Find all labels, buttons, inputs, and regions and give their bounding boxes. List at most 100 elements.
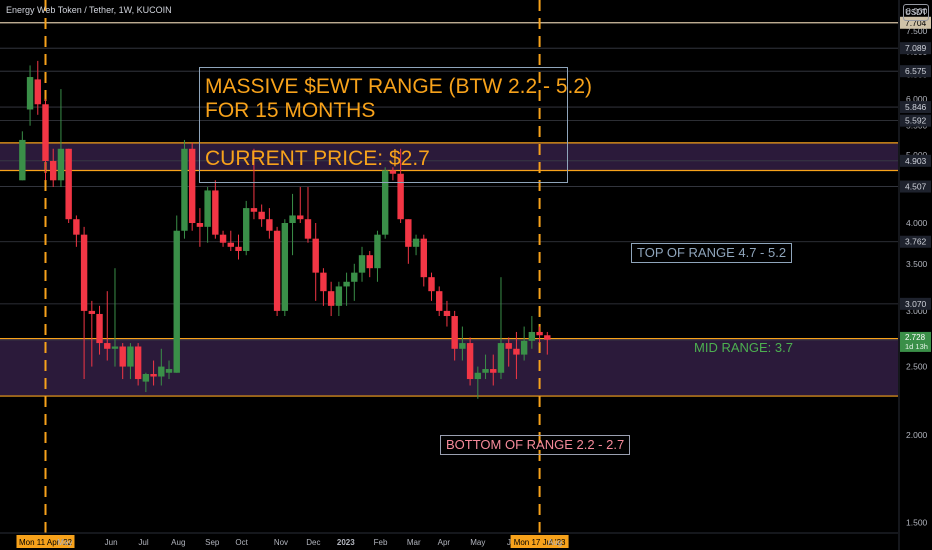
- candle-body: [374, 234, 381, 269]
- candle: [327, 281, 335, 317]
- price-level-label: 7.089: [905, 43, 927, 53]
- candle: [26, 65, 34, 126]
- candle-body: [258, 211, 265, 220]
- candle: [374, 230, 381, 282]
- candle-body: [412, 238, 420, 247]
- price-level-tag: [900, 114, 931, 127]
- candle-body: [312, 238, 319, 273]
- candle: [381, 167, 389, 239]
- price-tick-label: 3.500: [906, 259, 928, 269]
- candle-body: [351, 272, 358, 282]
- candle-body: [181, 148, 188, 231]
- candle: [104, 291, 111, 361]
- candle: [273, 226, 281, 317]
- candle-body: [451, 316, 458, 349]
- time-axis-label: Mon 11 Apr '22: [19, 538, 73, 547]
- candle-body: [320, 272, 327, 292]
- candle: [420, 234, 427, 287]
- price-axis[interactable]: 1.5002.0002.5003.0003.5004.0004.5005.000…: [898, 0, 932, 550]
- time-axis-label: Aug: [171, 538, 185, 547]
- current-price-tag: [900, 331, 931, 352]
- candle: [351, 263, 358, 301]
- candle: [405, 219, 412, 264]
- price-level-tag: [900, 297, 931, 310]
- candle: [134, 343, 142, 386]
- time-axis-label: Mar: [407, 538, 421, 547]
- price-level-label: 7.704: [905, 18, 927, 28]
- candle-body: [281, 223, 289, 311]
- time-axis-label: Sep: [205, 538, 220, 547]
- symbol-title[interactable]: Energy Web Token / Tether, 1W, KUCOIN: [6, 5, 172, 15]
- candle: [34, 60, 41, 115]
- candle: [150, 360, 157, 386]
- candle-body: [150, 374, 157, 377]
- candle: [42, 99, 49, 181]
- time-axis-label: Oct: [235, 538, 248, 547]
- top-range-note: TOP OF RANGE 4.7 - 5.2: [631, 243, 793, 263]
- range-band: [0, 338, 898, 397]
- candle: [73, 215, 80, 247]
- candle: [196, 208, 204, 247]
- candle-body: [96, 313, 103, 344]
- bottom-range-note: BOTTOM OF RANGE 2.2 - 2.7: [440, 435, 631, 455]
- candle-body: [289, 215, 296, 224]
- candle: [443, 300, 451, 327]
- candle-body: [235, 246, 242, 251]
- candle: [466, 337, 474, 386]
- candle-body: [196, 223, 204, 227]
- candle-body: [544, 335, 551, 340]
- candle-body: [474, 372, 482, 380]
- candle: [289, 193, 296, 256]
- candle-body: [243, 208, 250, 251]
- price-tick-label: 4.000: [906, 218, 928, 228]
- candle-body: [19, 139, 26, 181]
- time-axis-highlight: [16, 535, 75, 548]
- candle-body: [250, 208, 258, 212]
- range-band: [0, 142, 898, 171]
- candle-body: [358, 255, 366, 273]
- candle-body: [420, 238, 427, 278]
- candle: [119, 343, 126, 380]
- candle: [142, 372, 150, 393]
- main-note-line: MASSIVE $EWT RANGE (BTW 2.2 - 5.2): [205, 75, 593, 98]
- candle: [366, 250, 373, 278]
- candle: [482, 354, 489, 380]
- currency-button[interactable]: USDT: [903, 4, 929, 21]
- candle-body: [389, 170, 397, 174]
- candle-body: [80, 234, 88, 311]
- candle: [127, 343, 134, 380]
- candle: [343, 272, 350, 306]
- candle-body: [134, 346, 142, 380]
- candle: [266, 208, 273, 239]
- candle: [111, 268, 119, 367]
- mid-range-note: MID RANGE: 3.7: [694, 340, 793, 355]
- main-range-note: MASSIVE $EWT RANGE (BTW 2.2 - 5.2) FOR 1…: [199, 67, 593, 183]
- candle-body: [42, 104, 49, 162]
- candle: [204, 187, 211, 243]
- price-level-label: 5.846: [905, 102, 927, 112]
- candle-body: [466, 343, 474, 380]
- candle-body: [366, 255, 373, 269]
- grid-lines: [0, 22, 898, 341]
- time-axis-label: Apr: [438, 538, 451, 547]
- price-level-tag: [900, 154, 931, 167]
- candle: [188, 142, 196, 231]
- candle: [528, 316, 536, 349]
- candle: [57, 89, 65, 188]
- candle: [80, 226, 88, 380]
- candle: [165, 360, 173, 380]
- candle-body: [443, 310, 451, 317]
- candle-body: [482, 369, 489, 373]
- candle-body: [405, 219, 412, 247]
- candle: [536, 326, 543, 344]
- candle: [312, 223, 319, 301]
- candle-body: [273, 230, 281, 311]
- candle: [320, 268, 327, 306]
- candle-body: [381, 170, 389, 235]
- time-axis-bg: [0, 533, 898, 550]
- candle: [428, 272, 435, 301]
- candle: [250, 148, 258, 220]
